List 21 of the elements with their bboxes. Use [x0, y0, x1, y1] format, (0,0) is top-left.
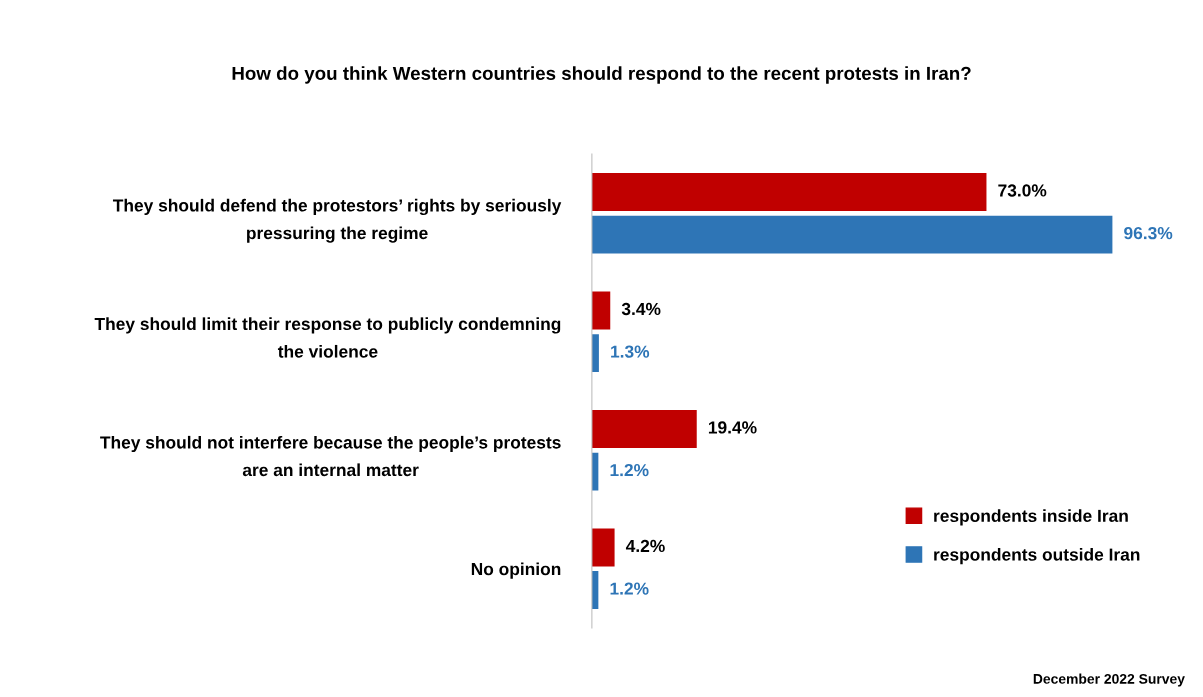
- y-tick-label: No opinion: [471, 562, 561, 579]
- bar: [591, 528, 615, 567]
- y-tick-label: They should limit their response to publicly condemning the violence: [94, 317, 561, 358]
- chart-title: How do you think Western countries should respond to the recent protests in Iran?: [232, 66, 971, 84]
- data-label: 73.0%: [998, 184, 1047, 197]
- bar: [591, 215, 1113, 254]
- data-label: 1.2%: [610, 463, 649, 477]
- data-label: 96.3%: [1124, 226, 1173, 240]
- y-tick-label: They should not interfere because the people’s protests are an internal matter: [100, 435, 561, 477]
- data-label: 4.2%: [625, 539, 665, 553]
- legend-label: respondents inside Iran: [934, 509, 1128, 526]
- bar: [591, 173, 987, 211]
- data-label: 1.3%: [611, 345, 650, 358]
- data-label: 3.4%: [621, 302, 661, 316]
- text: December 2022 Survey: [1033, 673, 1185, 687]
- data-label: 19.4%: [708, 421, 757, 434]
- legend-label: respondents outside Iran: [934, 547, 1140, 565]
- bar: [591, 409, 697, 448]
- y-tick-label: They should defend the protestors’ rights by seriously pressuring the regime: [112, 198, 562, 243]
- data-label: 1.2%: [610, 582, 649, 595]
- bar: [591, 291, 611, 330]
